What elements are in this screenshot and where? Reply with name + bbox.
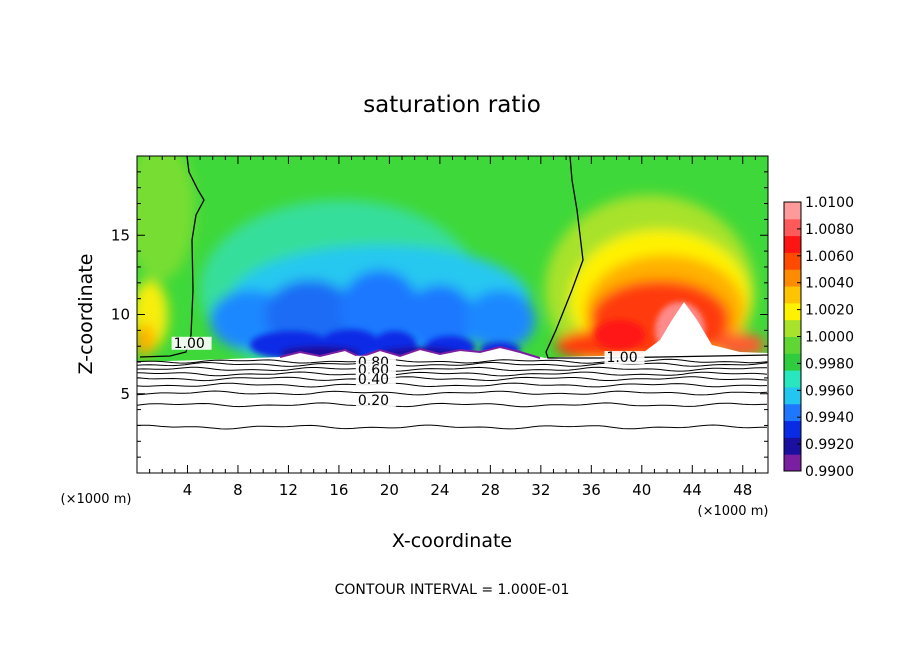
x-tick-label: 40 (632, 481, 651, 499)
y-axis: 5 10 15 (111, 171, 768, 458)
x-tick-label: 16 (329, 481, 348, 499)
x-axis-unit-right: (×1000 m) (698, 504, 769, 519)
contour-line-0-1 (137, 424, 768, 430)
x-axis-label: X-coordinate (392, 530, 512, 552)
contour-interval-note: CONTOUR INTERVAL = 1.000E-01 (335, 582, 570, 598)
contour-line-0-9 (137, 358, 768, 364)
colorbar-label: 1.0080 (805, 222, 854, 238)
contour-labels: 1.001.000.800.600.400.20 (171, 336, 645, 409)
colorbar-label: 0.9940 (805, 410, 854, 426)
contour-line-1-00-left (139, 156, 205, 358)
x-tick-label: 8 (233, 481, 243, 499)
contour-label: 0.40 (358, 372, 389, 388)
contour-line-0-3 (137, 390, 768, 396)
colorbar-label: 0.9920 (805, 437, 854, 453)
colorbar-swatch (784, 202, 801, 220)
y-tick-label: 15 (111, 226, 130, 244)
contour-label-bg (355, 373, 396, 387)
contour-line-0-2 (137, 402, 768, 408)
colorbar-swatch (784, 370, 801, 388)
colorbar: 1.0100 1.0080 1.0060 1.0040 1.0020 1.0000 0.99… (783, 195, 854, 480)
contour-label: 1.00 (606, 350, 637, 366)
x-tick-label: 32 (531, 481, 550, 499)
subsaturated-region (137, 302, 768, 473)
colorbar-swatch (784, 302, 801, 321)
cloud-base-edge (279, 345, 541, 359)
colorbar-swatch (784, 269, 801, 287)
y-tick-label: 5 (120, 385, 130, 403)
x-tick-label: 24 (430, 481, 449, 499)
colorbar-label: 0.9900 (805, 464, 854, 480)
x-tick-label: 4 (183, 481, 193, 499)
contour-label: 1.00 (174, 336, 205, 352)
colorbar-label: 1.0100 (805, 195, 854, 211)
x-axis-unit-left: (×1000 m) (61, 492, 132, 507)
x-tick-label: 12 (279, 481, 298, 499)
contour-line-0-4 (137, 382, 768, 388)
colorbar-swatch (784, 252, 801, 270)
y-tick-label: 10 (111, 306, 130, 324)
colorbar-label: 1.0060 (805, 249, 854, 265)
colorbar-label: 0.9960 (805, 383, 854, 399)
colorbar-swatch (784, 353, 801, 371)
x-tick-label: 44 (683, 481, 702, 499)
x-tick-label: 20 (380, 481, 399, 499)
plot-area (137, 156, 768, 473)
contour-label-bg (355, 393, 396, 407)
contour-label: 0.20 (358, 393, 389, 409)
contour-line-0-7 (137, 366, 767, 372)
x-axis: 4 8 12 16 20 24 28 32 36 40 44 48 (149, 156, 756, 499)
colorbar-label: 0.9980 (805, 356, 854, 372)
colorbar-swatch (784, 218, 801, 237)
x-tick-label: 36 (582, 481, 601, 499)
colorbar-label: 1.0040 (805, 276, 854, 292)
colorbar-swatch (784, 319, 801, 337)
colorbar-swatch (784, 235, 801, 253)
colorbar-swatch (784, 286, 801, 304)
colorbar-swatch (784, 386, 801, 405)
contour-line-0-6 (137, 371, 768, 377)
contour-label-bg (604, 351, 645, 365)
y-axis-label: Z-coordinate (75, 254, 97, 375)
colorbar-swatch (784, 454, 801, 472)
chart-title: saturation ratio (363, 92, 541, 118)
x-tick-label: 48 (733, 481, 752, 499)
colorbar-swatch (784, 420, 801, 438)
colorbar-label: 1.0020 (805, 303, 854, 319)
contour-label-bg (171, 336, 212, 350)
colorbar-swatch (784, 403, 801, 422)
contour-line-0-8 (137, 361, 768, 367)
lower-contour-lines (137, 358, 768, 430)
colorbar-swatch (784, 336, 801, 354)
contour-line-0-5 (137, 376, 768, 382)
x-tick-label: 28 (481, 481, 500, 499)
colorbar-label: 1.0000 (805, 330, 854, 346)
colorbar-swatch (784, 437, 801, 455)
